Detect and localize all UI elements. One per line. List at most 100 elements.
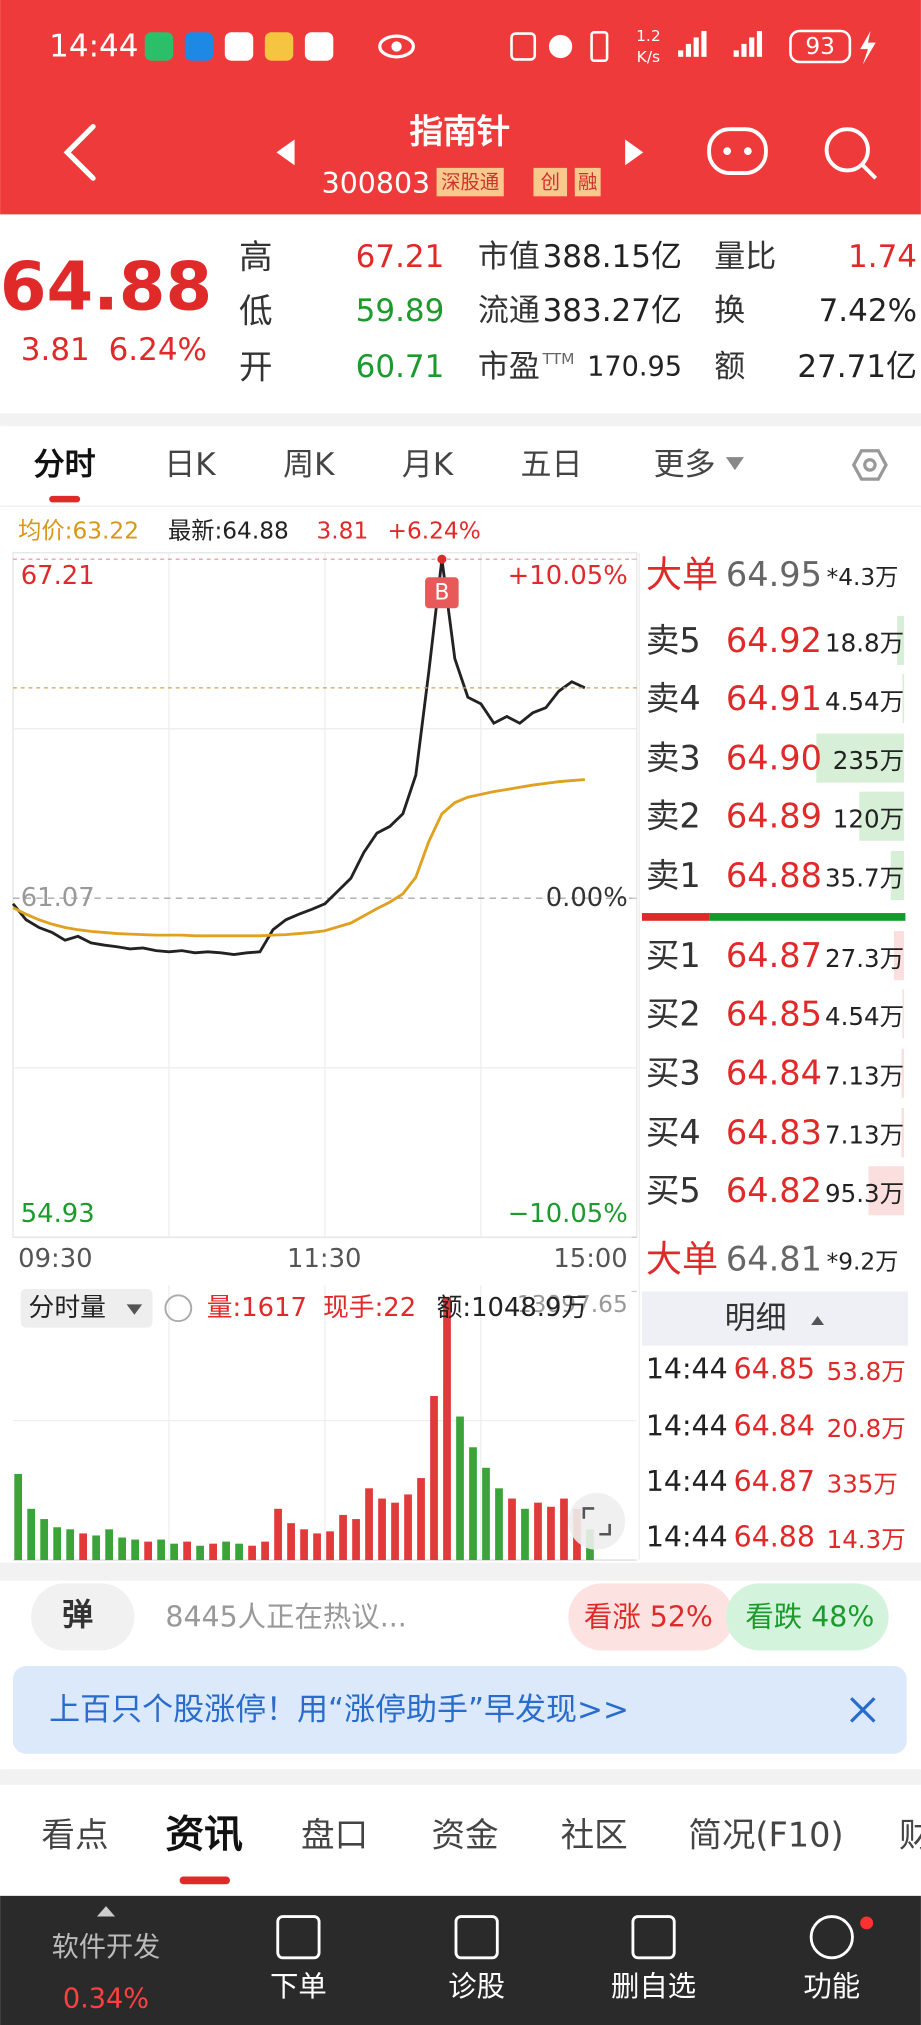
news-tab[interactable]: 看点 bbox=[41, 1816, 108, 1855]
status-icon bbox=[184, 32, 214, 61]
period-tab[interactable]: 月K bbox=[402, 447, 454, 483]
signal-bar bbox=[701, 30, 707, 57]
search-icon[interactable] bbox=[824, 127, 870, 173]
danmaku-label: 弹 bbox=[62, 1598, 93, 1634]
volume-bar bbox=[131, 1539, 140, 1561]
stat-value: 60.71 bbox=[356, 349, 445, 385]
level-volume: 18.8万 bbox=[825, 629, 904, 658]
danmaku-button[interactable] bbox=[31, 1583, 135, 1651]
volume-bar bbox=[118, 1537, 127, 1561]
status-icon bbox=[144, 32, 174, 61]
buy-marker-label: B bbox=[434, 580, 449, 605]
settings-icon[interactable] bbox=[851, 449, 888, 481]
battery bbox=[789, 29, 852, 64]
expand-button[interactable] bbox=[568, 1492, 626, 1550]
volume-bar bbox=[404, 1494, 412, 1561]
big-order-label: 大单 bbox=[646, 1238, 718, 1281]
volume-bar bbox=[469, 1447, 477, 1561]
level-volume: 7.13万 bbox=[825, 1061, 904, 1090]
bear-button[interactable] bbox=[725, 1583, 889, 1651]
tag-bg bbox=[436, 167, 504, 197]
level-price: 64.83 bbox=[726, 1113, 822, 1152]
news-tab[interactable]: 资讯 bbox=[165, 1813, 243, 1858]
news-tab[interactable]: 简况(F10) bbox=[688, 1816, 843, 1855]
period-tab[interactable]: 日K bbox=[164, 447, 216, 483]
volume-bar bbox=[391, 1502, 399, 1561]
battery-level: 93 bbox=[805, 33, 835, 60]
detail-header[interactable] bbox=[641, 1291, 908, 1346]
trade-volume: 335万 bbox=[827, 1469, 898, 1498]
volume-max-label: 13097.65 bbox=[517, 1291, 628, 1318]
sector-arrow bbox=[96, 1906, 116, 1917]
sector-change: 0.34% bbox=[63, 1984, 149, 2015]
stock-code: 300803 bbox=[322, 167, 430, 200]
news-tab[interactable]: 社区 bbox=[561, 1816, 628, 1855]
y2-tick-label: −10.05% bbox=[508, 1199, 628, 1229]
big-order-volume: *9.2万 bbox=[827, 1248, 899, 1275]
eye-icon bbox=[391, 41, 402, 52]
depth-bar bbox=[890, 851, 905, 901]
volume-bar bbox=[274, 1508, 282, 1561]
stat-label: 量比 bbox=[714, 239, 776, 275]
trade-volume: 53.8万 bbox=[827, 1357, 906, 1386]
news-tab[interactable]: 资金 bbox=[431, 1816, 498, 1855]
volume-bar bbox=[261, 1541, 269, 1561]
depth-bar bbox=[902, 989, 905, 1039]
status-icon bbox=[304, 32, 334, 61]
signal-bar bbox=[678, 50, 684, 57]
level-price: 64.82 bbox=[726, 1171, 822, 1210]
nav-item[interactable]: 下单 bbox=[270, 1970, 327, 2003]
prev-stock[interactable] bbox=[276, 139, 295, 166]
volume-bar bbox=[222, 1541, 230, 1561]
discussion-count: 8445人正在热议... bbox=[165, 1600, 406, 1633]
nav-item[interactable]: 功能 bbox=[803, 1970, 860, 2003]
level-label: 卖2 bbox=[646, 797, 701, 836]
trade-price: 64.84 bbox=[734, 1409, 815, 1442]
volume-bar bbox=[339, 1514, 347, 1561]
volume-selector[interactable] bbox=[20, 1288, 153, 1328]
stat-label: 市值 bbox=[478, 239, 540, 275]
robot-icon[interactable] bbox=[707, 127, 768, 175]
banner[interactable] bbox=[13, 1665, 907, 1754]
back-button[interactable] bbox=[63, 123, 96, 181]
signal-bar bbox=[741, 43, 747, 57]
volume-info: 额:1048.9万 bbox=[437, 1293, 588, 1323]
level-label: 卖3 bbox=[646, 739, 701, 778]
news-tab[interactable]: 盘口 bbox=[301, 1816, 368, 1855]
volume-bar bbox=[365, 1488, 373, 1561]
period-tab[interactable]: 分时 bbox=[34, 447, 96, 483]
dropdown-arrow bbox=[126, 1304, 143, 1315]
volume-title: 分时量 bbox=[29, 1293, 106, 1323]
x-tick-label: 09:30 bbox=[18, 1244, 92, 1274]
robot-eye bbox=[743, 147, 752, 155]
y-tick-label: 54.93 bbox=[21, 1199, 95, 1229]
news-tab[interactable]: 财 bbox=[899, 1816, 921, 1855]
clock: 14:44 bbox=[49, 28, 138, 64]
period-tab[interactable]: 更多 bbox=[654, 447, 716, 483]
period-tab[interactable]: 五日 bbox=[521, 447, 583, 483]
bull-button[interactable] bbox=[568, 1583, 734, 1651]
help-icon bbox=[164, 1294, 193, 1323]
big-order-price: 64.81 bbox=[726, 1240, 822, 1279]
level-volume: 4.54万 bbox=[825, 687, 904, 716]
bull-label: 看涨 52% bbox=[584, 1600, 713, 1633]
sector-name[interactable]: 软件开发 bbox=[52, 1932, 160, 1963]
stat-label: 低 bbox=[239, 292, 273, 331]
stat-sup: TTM bbox=[542, 350, 575, 368]
period-tab[interactable]: 周K bbox=[283, 447, 335, 483]
sort-arrow bbox=[811, 1315, 825, 1326]
next-stock[interactable] bbox=[625, 139, 644, 166]
trade-price: 64.87 bbox=[734, 1465, 815, 1498]
stat-label: 换 bbox=[714, 293, 745, 329]
robot-eye bbox=[723, 147, 732, 155]
nav-item[interactable]: 诊股 bbox=[448, 1970, 505, 2003]
close-icon[interactable] bbox=[850, 1697, 876, 1723]
nav-item[interactable]: 删自选 bbox=[611, 1970, 696, 2003]
level-volume: 27.3万 bbox=[825, 944, 904, 973]
charging-icon bbox=[860, 30, 876, 65]
tab-indicator bbox=[179, 1876, 230, 1885]
stat-value: 27.71亿 bbox=[797, 349, 917, 385]
nav-icon bbox=[631, 1915, 676, 1960]
